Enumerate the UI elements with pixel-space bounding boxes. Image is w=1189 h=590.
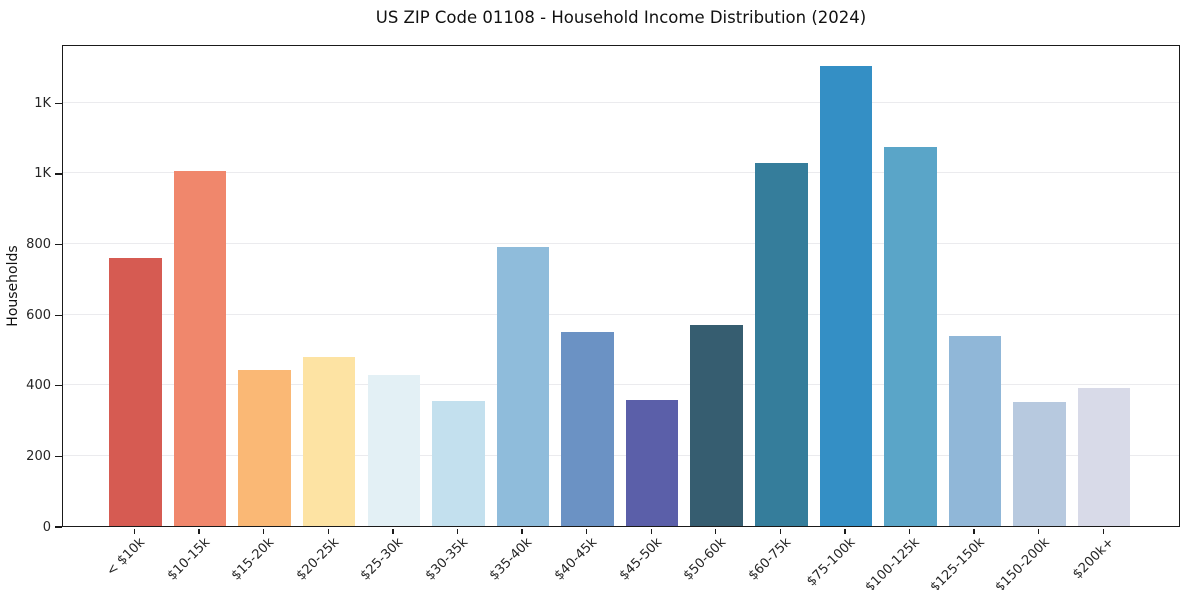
bar-40-45k	[561, 332, 614, 526]
x-tick-mark	[263, 528, 265, 534]
bar-50-60k	[690, 325, 743, 526]
x-tick-label: $45-50k	[616, 535, 665, 584]
x-tick-mark	[198, 528, 200, 534]
x-tick-label: $25-30k	[357, 535, 407, 584]
y-tick-label: 400	[26, 378, 51, 394]
bar-20-25k	[302, 357, 356, 526]
bar-200k	[1077, 387, 1131, 526]
plot-area	[62, 45, 1180, 527]
x-tick-label: $200k+	[1069, 535, 1117, 583]
x-tick-mark	[585, 528, 588, 534]
x-tick-label: $10-15k	[164, 535, 213, 584]
gridline	[63, 243, 1179, 245]
x-tick-mark	[392, 528, 394, 534]
y-tick-mark	[55, 314, 62, 316]
y-tick-label: 200	[26, 448, 51, 464]
x-tick-mark	[1102, 528, 1104, 534]
x-tick-mark	[521, 528, 523, 534]
x-tick-label: $150-200k	[992, 535, 1053, 590]
gridline	[63, 384, 1179, 386]
x-tick-label: $15-20k	[228, 535, 278, 584]
x-tick-mark	[715, 528, 717, 534]
x-tick-mark	[327, 528, 329, 534]
x-tick-mark	[1038, 528, 1040, 534]
x-tick-mark	[844, 528, 846, 534]
bar-60-75k	[755, 163, 808, 526]
y-tick-mark	[55, 173, 62, 175]
bar-75-100k	[819, 66, 873, 526]
x-tick-mark	[133, 528, 136, 534]
y-tick-label: 600	[26, 307, 51, 323]
y-tick-mark	[55, 455, 62, 458]
x-tick-label: $50-60k	[680, 535, 730, 584]
gridline	[63, 454, 1179, 456]
x-tick-label: $35-40k	[487, 535, 536, 584]
bar-150-200k	[1013, 401, 1066, 526]
y-tick-label: 1K	[34, 166, 51, 182]
x-tick-mark	[908, 528, 911, 534]
x-tick-mark	[650, 528, 652, 534]
bar-35-40k	[496, 247, 550, 526]
x-tick-label: $20-25k	[293, 535, 342, 584]
x-tick-label: $75-100k	[804, 535, 859, 590]
y-tick-label: 1K	[34, 95, 51, 111]
y-tick-label: 0	[42, 519, 51, 535]
bar-125-150k	[948, 336, 1002, 526]
bar-25-30k	[367, 375, 421, 526]
bar-100-125k	[884, 146, 937, 526]
x-tick-label: $60-75k	[745, 535, 794, 584]
x-tick-label: $40-45k	[551, 535, 601, 584]
bar-10k	[109, 257, 162, 526]
gridline	[63, 313, 1179, 315]
y-tick-mark	[55, 102, 62, 104]
y-tick-mark	[55, 243, 62, 246]
x-tick-label: $100-125k	[862, 535, 924, 590]
x-tick-label: $125-150k	[927, 535, 988, 590]
gridline	[63, 101, 1179, 103]
bar-10-15k	[173, 170, 227, 526]
y-tick-label: 800	[26, 237, 51, 252]
gridline	[63, 172, 1179, 174]
x-tick-label: < $10k	[104, 535, 149, 580]
y-tick-mark	[55, 385, 62, 387]
y-tick-mark	[55, 526, 62, 528]
bar-30-35k	[432, 400, 485, 526]
x-tick-mark	[973, 528, 975, 534]
bar-15-20k	[238, 369, 291, 526]
x-tick-label: $30-35k	[422, 535, 472, 584]
bar-45-50k	[625, 399, 679, 526]
x-tick-mark	[779, 528, 781, 534]
chart-title: US ZIP Code 01108 - Household Income Dis…	[375, 8, 867, 27]
x-tick-mark	[456, 528, 459, 534]
